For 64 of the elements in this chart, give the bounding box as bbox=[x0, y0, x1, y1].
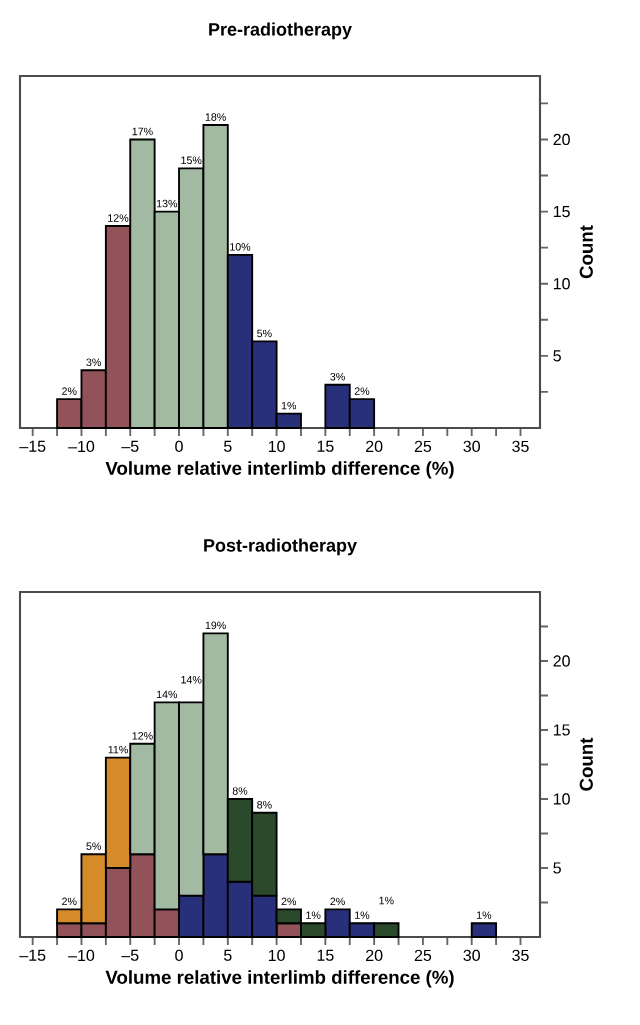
annotation: 5% bbox=[86, 842, 101, 850]
annotation: 1% bbox=[306, 911, 321, 919]
annotation: 2% bbox=[62, 897, 77, 906]
annotation: 12% bbox=[132, 732, 153, 740]
annotation: 14% bbox=[181, 676, 202, 684]
x-tick-label: 35 bbox=[512, 440, 529, 453]
y-tick-label: 20 bbox=[553, 655, 570, 667]
x-tick-label: 10 bbox=[268, 949, 285, 962]
x-tick-label: 10 bbox=[268, 440, 285, 453]
y-tick-label: 5 bbox=[553, 862, 561, 874]
chart-title: Post-radiotherapy bbox=[204, 538, 357, 556]
annotation: 2% bbox=[281, 897, 297, 906]
annotation: 14% bbox=[156, 690, 178, 699]
y-axis-title: Count bbox=[579, 737, 593, 791]
chart-title: Pre-radiotherapy bbox=[209, 22, 352, 40]
x-tick-label: –15 bbox=[19, 440, 46, 452]
x-tick-label: 15 bbox=[317, 949, 334, 961]
x-tick-label: –10 bbox=[68, 440, 95, 453]
bar bbox=[470, 922, 498, 938]
y-axis-title: Count bbox=[579, 225, 593, 279]
x-tick-label: 0 bbox=[175, 949, 183, 962]
y-tick-label: 20 bbox=[553, 133, 570, 146]
x-tick-label: 20 bbox=[366, 440, 383, 453]
annotation: 17% bbox=[132, 127, 153, 136]
x-tick-label: 15 bbox=[317, 440, 334, 452]
annotation: 11% bbox=[108, 745, 128, 754]
annotation: 8% bbox=[257, 800, 272, 809]
y-tick-label: 15 bbox=[553, 724, 570, 736]
x-tick-label: 5 bbox=[224, 949, 232, 961]
x-tick-label: 35 bbox=[512, 949, 529, 962]
x-axis-title: Volume relative interlimb difference (%) bbox=[105, 970, 454, 988]
x-tick-label: 30 bbox=[463, 440, 480, 453]
annotation: 1% bbox=[379, 896, 394, 905]
x-tick-label: 30 bbox=[463, 949, 480, 962]
x-tick-label: 0 bbox=[175, 440, 183, 453]
x-tick-label: 25 bbox=[414, 440, 432, 453]
x-axis-title: Volume relative interlimb difference (%) bbox=[105, 461, 454, 479]
annotation: 5% bbox=[257, 329, 272, 338]
y-tick-label: 15 bbox=[553, 206, 570, 218]
x-tick-label: 25 bbox=[414, 949, 432, 962]
x-tick-label: 20 bbox=[366, 949, 383, 962]
annotation: 13% bbox=[156, 199, 178, 208]
annotation: 10% bbox=[230, 243, 251, 251]
annotation: 3% bbox=[330, 372, 345, 381]
annotation: 2% bbox=[330, 897, 345, 906]
x-tick-label: –15 bbox=[19, 949, 46, 961]
x-tick-label: –5 bbox=[121, 949, 139, 961]
annotation: 19% bbox=[205, 621, 226, 630]
y-tick-label: 10 bbox=[553, 278, 570, 290]
annotation: 18% bbox=[205, 113, 226, 121]
annotation: 15% bbox=[181, 156, 202, 165]
annotation: 2% bbox=[354, 387, 370, 395]
x-tick-label: –5 bbox=[121, 440, 139, 452]
annotation: 3% bbox=[86, 358, 101, 367]
annotation: 1% bbox=[477, 911, 492, 919]
x-tick-label: 5 bbox=[224, 440, 232, 452]
annotation: 12% bbox=[108, 214, 129, 222]
y-tick-label: 10 bbox=[553, 793, 570, 805]
annotation: 1% bbox=[281, 401, 297, 410]
annotation: 2% bbox=[62, 387, 77, 395]
annotation: 8% bbox=[232, 787, 248, 795]
annotation: 1% bbox=[355, 911, 370, 919]
y-tick-label: 5 bbox=[553, 350, 561, 362]
x-tick-label: –10 bbox=[68, 949, 95, 962]
